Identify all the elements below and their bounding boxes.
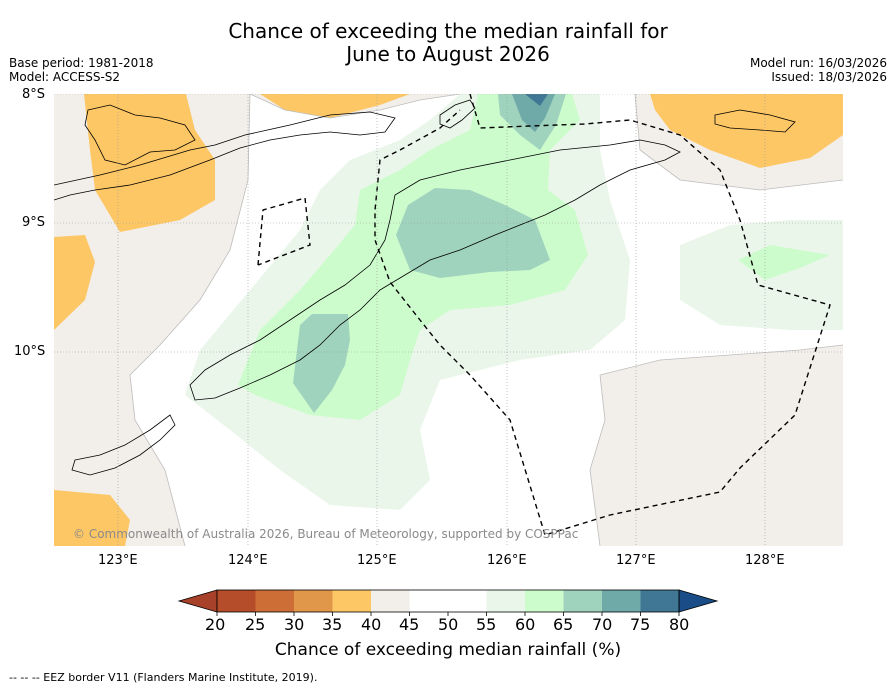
contour-line-1 — [129, 94, 251, 546]
colorbar-tick-label-45: 45 — [399, 615, 420, 634]
band-35-40-southwest — [54, 490, 130, 546]
band-35-40-northeast — [650, 94, 843, 168]
colorbar-tick-label-60: 60 — [515, 615, 536, 634]
contour-line-2 — [249, 94, 461, 119]
band-65-70-south — [293, 314, 350, 413]
band-60-65-east — [738, 245, 830, 280]
band-70-75-north — [512, 94, 555, 132]
coastline-flores — [71, 414, 176, 476]
model-name: Model: ACCESS-S2 — [9, 70, 121, 84]
lat-label-9s: 9°S — [22, 215, 46, 230]
colorbar-tick-label-40: 40 — [361, 615, 382, 634]
colorbar-cell-4 — [332, 590, 371, 612]
eez-footnote: -- -- -- EEZ border V11 (Flanders Marine… — [9, 671, 318, 684]
coastline-timor — [54, 111, 396, 201]
coastlines — [54, 99, 796, 476]
title-line-1: Chance of exceeding the median rainfall … — [228, 19, 668, 43]
colorbar-tick-label-20: 20 — [205, 615, 226, 634]
colorbar-cell-2 — [255, 590, 294, 612]
colorbar-cell-3 — [294, 590, 333, 612]
contour-lines — [129, 94, 843, 546]
colorbar-cell-6 — [409, 590, 448, 612]
colorbar-tick-label-70: 70 — [592, 615, 613, 634]
colorbar-tick-label-75: 75 — [630, 615, 651, 634]
colorbar-cell-1 — [217, 590, 256, 612]
colorbar-cell-13 — [678, 589, 719, 613]
colorbar-tick-label-35: 35 — [322, 615, 343, 634]
map-area — [54, 94, 843, 546]
lon-label-125e: 125°E — [357, 553, 397, 568]
colorbar-cell-12 — [640, 590, 679, 612]
colorbar-cell-5 — [371, 590, 410, 612]
coastline-alor — [84, 104, 196, 166]
lon-label-124e: 124°E — [228, 553, 268, 568]
coastline-babar — [714, 109, 796, 133]
lon-label-123e: 123°E — [98, 553, 138, 568]
colorbar-tick-label-25: 25 — [245, 615, 266, 634]
band-65-70-central — [396, 188, 550, 278]
band-35-40-north-timor — [84, 94, 215, 232]
issued-date: Issued: 18/03/2026 — [771, 70, 887, 84]
coastline-timor-main — [189, 139, 681, 401]
graticule — [54, 94, 843, 546]
colorbar-cell-8 — [486, 590, 525, 612]
coastline-wetar — [439, 99, 476, 129]
colorbar-tick-label-65: 65 — [553, 615, 574, 634]
lon-label-127e: 127°E — [616, 553, 656, 568]
title-line-2: June to August 2026 — [346, 42, 550, 66]
colorbar-cell-7 — [448, 590, 487, 612]
band-75-80-north — [525, 94, 548, 106]
base-period: Base period: 1981-2018 — [9, 56, 154, 70]
colorbar-tick-label-80: 80 — [669, 615, 690, 634]
map-title: Chance of exceeding the median rainfall … — [0, 20, 896, 66]
lat-label-8s: 8°S — [22, 87, 46, 102]
lon-label-128e: 128°E — [745, 553, 785, 568]
band-40-45-southeast — [590, 345, 843, 546]
copyright-notice: © Commonwealth of Australia 2026, Bureau… — [73, 527, 579, 541]
colorbar-cell-10 — [563, 590, 602, 612]
lat-label-10s: 10°S — [14, 344, 46, 359]
colorbar — [177, 589, 719, 616]
model-run: Model run: 16/03/2026 — [749, 56, 887, 70]
colorbar-tick-marks — [216, 612, 680, 616]
contour-line-5 — [589, 374, 606, 546]
contour-line-3 — [634, 94, 843, 191]
lon-label-126e: 126°E — [487, 553, 527, 568]
meta-left: Base period: 1981-2018 Model: ACCESS-S2 — [9, 56, 154, 84]
contour-line-4 — [599, 344, 843, 376]
eez-border — [257, 94, 831, 536]
meta-right: Model run: 16/03/2026 Issued: 18/03/2026 — [750, 56, 887, 84]
colorbar-tick-label-50: 50 — [438, 615, 459, 634]
colorbar-tick-label-30: 30 — [284, 615, 305, 634]
colorbar-cell-11 — [602, 590, 641, 612]
band-35-40-northwest — [54, 235, 95, 330]
colorbar-tick-label-55: 55 — [476, 615, 497, 634]
colorbar-cell-0 — [177, 589, 218, 613]
colorbar-title: Chance of exceeding median rainfall (%) — [274, 640, 622, 660]
colorbar-cell-9 — [525, 590, 564, 612]
